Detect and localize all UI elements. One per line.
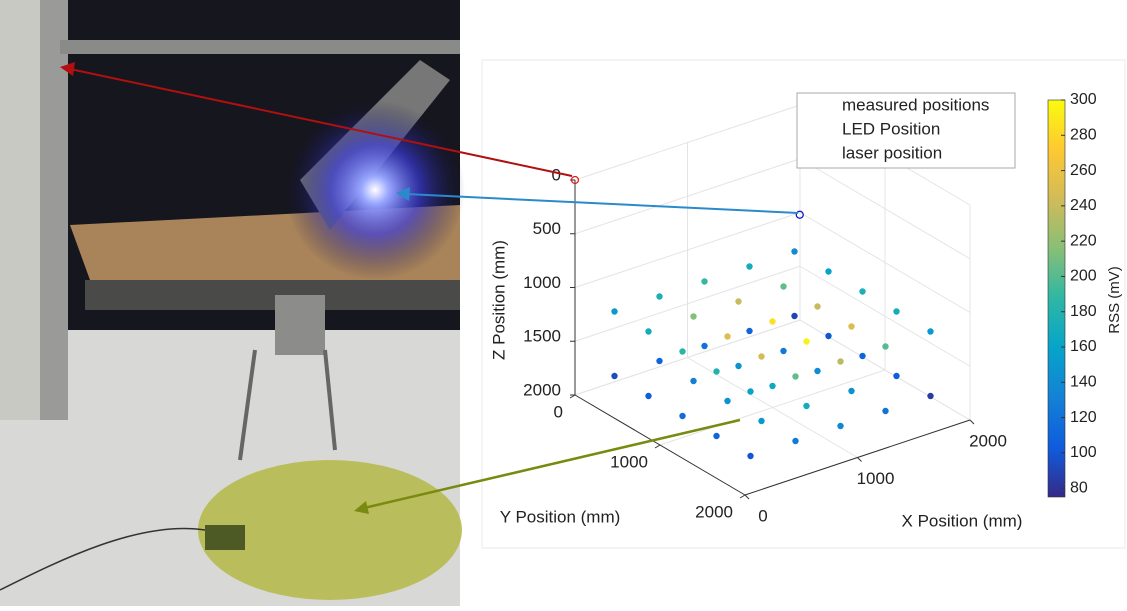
point	[792, 438, 798, 444]
point	[724, 398, 730, 404]
colorbar	[1048, 100, 1065, 497]
point	[679, 348, 685, 354]
colorbar-tick-label: 120	[1070, 409, 1097, 426]
photo	[0, 0, 465, 606]
point	[791, 313, 797, 319]
point	[713, 433, 719, 439]
point	[882, 343, 888, 349]
point	[746, 263, 752, 269]
point	[814, 368, 820, 374]
point	[792, 373, 798, 379]
colorbar-tick-label: 180	[1070, 303, 1097, 320]
point	[859, 353, 865, 359]
colorbar-tick-label: 280	[1070, 127, 1097, 144]
point	[645, 328, 651, 334]
x-tick-label: 1000	[857, 469, 895, 488]
point	[837, 423, 843, 429]
point	[758, 353, 764, 359]
colorbar-label: RSS (mV)	[1106, 266, 1123, 334]
point	[713, 368, 719, 374]
point	[656, 358, 662, 364]
point	[701, 278, 707, 284]
point	[893, 308, 899, 314]
point	[611, 308, 617, 314]
colorbar-tick-label: 160	[1070, 338, 1097, 355]
point	[758, 418, 764, 424]
y-axis-label: Y Position (mm)	[500, 507, 621, 526]
colorbar-tick-label: 200	[1070, 268, 1097, 285]
colorbar-tick-label: 260	[1070, 162, 1097, 179]
legend-label: LED Position	[842, 119, 940, 138]
point	[656, 293, 662, 299]
colorbar-tick-label: 240	[1070, 197, 1097, 214]
point	[746, 328, 752, 334]
point	[747, 388, 753, 394]
z-tick-label: 2000	[523, 380, 561, 399]
x-tick-label: 2000	[969, 431, 1007, 450]
point	[882, 408, 888, 414]
point	[927, 393, 933, 399]
legend-label: measured positions	[842, 95, 989, 114]
point	[825, 268, 831, 274]
point	[611, 373, 617, 379]
point	[735, 363, 741, 369]
point	[927, 328, 933, 334]
z-tick-label: 1000	[523, 273, 561, 292]
point	[724, 333, 730, 339]
point	[814, 303, 820, 309]
point	[837, 358, 843, 364]
point	[848, 323, 854, 329]
z-tick-label: 0	[552, 165, 561, 184]
point	[780, 283, 786, 289]
legend: measured positions LED Position laser po…	[797, 93, 1015, 168]
point	[701, 343, 707, 349]
point	[690, 378, 696, 384]
z-axis-label: Z Position (mm)	[489, 240, 508, 360]
point	[645, 393, 651, 399]
y-tick-label: 2000	[695, 502, 733, 521]
point	[803, 338, 809, 344]
point	[769, 383, 775, 389]
point	[803, 403, 809, 409]
colorbar-tick-label: 100	[1070, 444, 1097, 461]
point	[747, 453, 753, 459]
point	[859, 288, 865, 294]
y-tick-label: 1000	[610, 452, 648, 471]
x-tick-label: 0	[758, 506, 767, 525]
point	[690, 313, 696, 319]
colorbar-tick-label: 80	[1070, 479, 1088, 496]
point	[791, 248, 797, 254]
y-tick-label: 0	[554, 402, 563, 421]
point	[780, 348, 786, 354]
colorbar-tick-label: 300	[1070, 91, 1097, 108]
legend-label: laser position	[842, 143, 942, 162]
point	[848, 388, 854, 394]
z-tick-label: 1500	[523, 327, 561, 346]
point	[893, 373, 899, 379]
point	[735, 298, 741, 304]
point	[825, 333, 831, 339]
figure: 0 1000 2000 0 1000 2000 0 500 1000 1500 2000 80 100 1…	[0, 0, 1127, 606]
point	[679, 413, 685, 419]
colorbar-tick-label: 140	[1070, 374, 1097, 391]
colorbar-tick-label: 220	[1070, 232, 1097, 249]
z-tick-label: 500	[533, 219, 561, 238]
point	[769, 318, 775, 324]
x-axis-label: X Position (mm)	[902, 511, 1023, 530]
